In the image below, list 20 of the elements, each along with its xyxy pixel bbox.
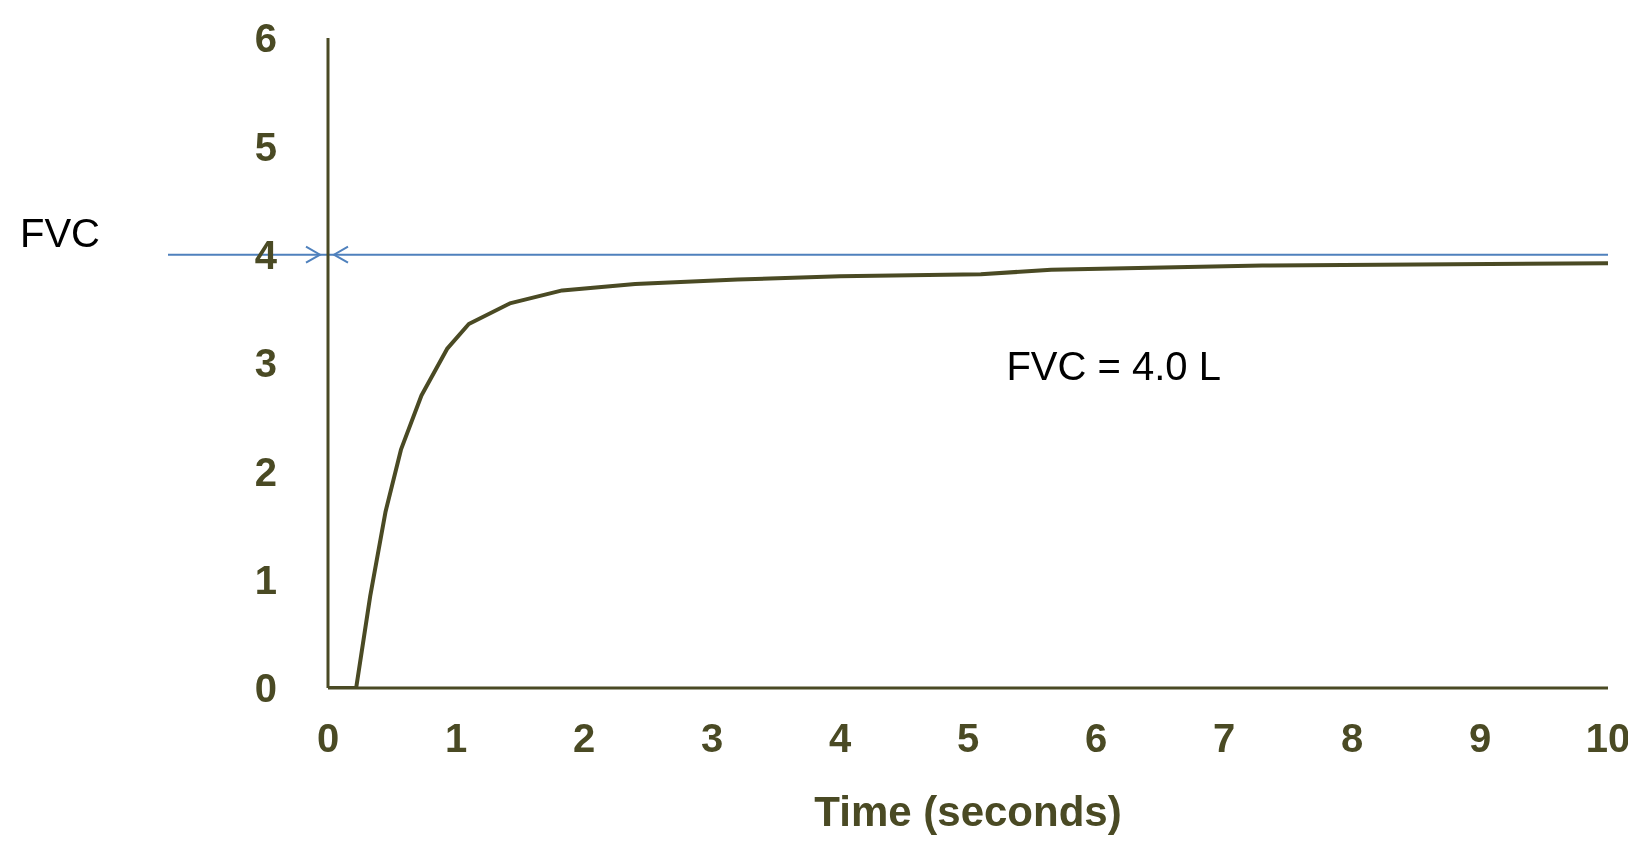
x-axis-title: Time (seconds) (814, 788, 1122, 835)
x-tick-label: 0 (316, 716, 340, 761)
y-tick-label: 5 (254, 124, 277, 169)
x-tick-label: 5 (956, 716, 980, 761)
y-tick-label: 6 (254, 16, 277, 61)
y-tick-label: 1 (254, 557, 277, 602)
x-tick-label: 4 (828, 716, 852, 761)
x-tick-label: 6 (1084, 716, 1108, 761)
y-tick-label: 3 (254, 341, 277, 386)
x-tick-label: 9 (1468, 716, 1492, 761)
y-tick-label: 2 (254, 449, 277, 494)
y-tick-label: 0 (254, 666, 277, 711)
x-tick-label: 7 (1212, 716, 1236, 761)
x-tick-label: 1 (444, 716, 468, 761)
x-tick-label: 2 (572, 716, 596, 761)
annotation: FVC = 4.0 L (1006, 343, 1221, 389)
x-tick-label: 8 (1340, 716, 1364, 761)
x-tick-label: 10 (1585, 716, 1631, 761)
x-tick-label: 3 (700, 716, 724, 761)
ref-line-label: FVC (20, 210, 100, 255)
